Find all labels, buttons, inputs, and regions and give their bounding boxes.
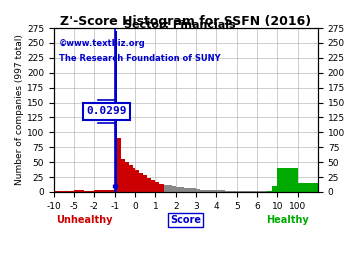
Bar: [216, 190, 220, 192]
Bar: [74, 190, 84, 192]
Bar: [69, 191, 74, 192]
Bar: [163, 185, 168, 192]
Title: Z'-Score Histogram for SSFN (2016): Z'-Score Histogram for SSFN (2016): [60, 15, 311, 28]
Bar: [59, 191, 64, 192]
Bar: [212, 190, 216, 192]
Bar: [121, 159, 125, 192]
Bar: [104, 190, 115, 192]
Bar: [249, 191, 253, 192]
Bar: [180, 187, 184, 192]
Text: Unhealthy: Unhealthy: [56, 215, 112, 225]
Bar: [133, 168, 135, 192]
Bar: [143, 175, 147, 192]
Bar: [204, 190, 208, 192]
Text: ©www.textbiz.org: ©www.textbiz.org: [59, 39, 146, 49]
Bar: [225, 191, 229, 192]
Bar: [257, 191, 262, 192]
Bar: [176, 187, 180, 192]
Text: The Research Foundation of SUNY: The Research Foundation of SUNY: [59, 54, 221, 63]
Bar: [233, 191, 237, 192]
Bar: [245, 191, 249, 192]
Bar: [172, 186, 176, 192]
Bar: [298, 183, 318, 192]
Text: Healthy: Healthy: [266, 215, 309, 225]
Bar: [168, 185, 172, 192]
Text: Score: Score: [170, 215, 201, 225]
Bar: [237, 191, 241, 192]
Bar: [192, 188, 196, 192]
Bar: [267, 191, 272, 192]
Bar: [272, 186, 277, 192]
Bar: [220, 190, 225, 192]
Bar: [115, 31, 117, 192]
Text: Sector: Financials: Sector: Financials: [124, 20, 236, 30]
Bar: [54, 191, 59, 192]
Bar: [151, 180, 156, 192]
Bar: [159, 184, 163, 192]
Bar: [147, 178, 151, 192]
Bar: [135, 170, 139, 192]
Bar: [277, 168, 298, 192]
Bar: [129, 165, 133, 192]
Bar: [196, 189, 200, 192]
Bar: [64, 191, 69, 192]
Y-axis label: Number of companies (997 total): Number of companies (997 total): [15, 35, 24, 185]
Bar: [184, 188, 188, 192]
Bar: [229, 191, 233, 192]
Bar: [262, 191, 267, 192]
Bar: [117, 138, 121, 192]
Bar: [84, 191, 94, 192]
Bar: [241, 191, 245, 192]
Text: 0.0299: 0.0299: [86, 106, 127, 116]
Bar: [94, 190, 104, 192]
Bar: [253, 191, 257, 192]
Bar: [208, 190, 212, 192]
Bar: [139, 173, 143, 192]
Bar: [200, 190, 204, 192]
Bar: [156, 183, 159, 192]
Bar: [125, 162, 129, 192]
Bar: [188, 188, 192, 192]
